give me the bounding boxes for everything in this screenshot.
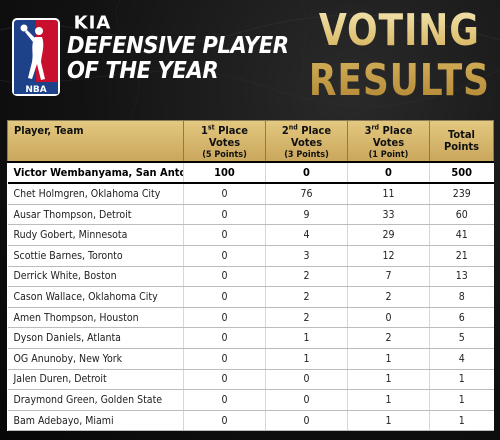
second-place-votes: 2 <box>265 307 348 329</box>
second-place-votes: 0 <box>265 160 348 185</box>
table-row: Draymond Green, Golden State 0 0 1 1 <box>7 389 494 411</box>
third-place-votes: 1 <box>347 348 430 370</box>
kia-logo: KIA <box>74 13 112 33</box>
voting-results-line2: RESULTS <box>308 55 490 106</box>
header-third-place: 3rd Place Votes (1 Point) <box>347 119 430 163</box>
total-points: 500 <box>429 160 494 185</box>
header-second-place: 2nd Place Votes (3 Points) <box>265 119 348 163</box>
player-team: Bam Adebayo, Miami <box>7 410 184 432</box>
third-place-votes: 0 <box>347 160 430 185</box>
second-place-votes: 2 <box>265 266 348 288</box>
third-place-votes: 12 <box>347 245 430 267</box>
second-place-votes: 1 <box>265 327 348 349</box>
player-team: Victor Wembanyama, San Antonio <box>7 160 184 185</box>
total-points: 41 <box>429 224 494 247</box>
results-table: Player, Team 1st Place Votes (5 Points) 2… <box>7 119 494 432</box>
voting-results-line1: VOTING <box>319 5 480 56</box>
first-place-votes: 0 <box>183 245 266 267</box>
table-row: Amen Thompson, Houston 0 2 0 6 <box>7 307 494 329</box>
table-row: Scottie Barnes, Toronto 0 3 12 21 <box>7 245 494 267</box>
total-points: 1 <box>429 389 494 411</box>
third-place-votes: 0 <box>347 307 430 329</box>
player-team: Rudy Gobert, Minnesota <box>7 224 184 247</box>
header-player-team: Player, Team <box>7 119 184 163</box>
total-points: 1 <box>429 369 494 391</box>
first-place-votes: 100 <box>183 160 266 185</box>
award-title-line2: OF THE YEAR <box>67 58 219 84</box>
third-place-votes: 33 <box>347 204 430 226</box>
table-row: OG Anunoby, New York 0 1 1 4 <box>7 348 494 370</box>
third-place-votes: 1 <box>347 410 430 432</box>
total-points: 239 <box>429 183 494 205</box>
total-points: 6 <box>429 307 494 329</box>
table-row: Cason Wallace, Oklahoma City 0 2 2 8 <box>7 286 494 308</box>
second-place-votes: 2 <box>265 286 348 308</box>
header-total-points: Total Points <box>429 119 494 163</box>
first-place-votes: 0 <box>183 204 266 226</box>
third-place-votes: 2 <box>347 286 430 308</box>
award-title: DEFENSIVE PLAYER OF THE YEAR <box>67 33 289 84</box>
first-place-votes: 0 <box>183 348 266 370</box>
third-place-votes: 1 <box>347 389 430 411</box>
table-row: Chet Holmgren, Oklahoma City 0 76 11 239 <box>7 183 494 205</box>
first-place-votes: 0 <box>183 327 266 349</box>
total-points: 1 <box>429 410 494 432</box>
player-team: Draymond Green, Golden State <box>7 389 184 411</box>
player-team: Derrick White, Boston <box>7 266 184 288</box>
total-points: 21 <box>429 245 494 267</box>
third-place-votes: 1 <box>347 369 430 391</box>
table-row: Ausar Thompson, Detroit 0 9 33 60 <box>7 204 494 226</box>
player-team: Dyson Daniels, Atlanta <box>7 327 184 349</box>
table-row: Derrick White, Boston 0 2 7 13 <box>7 266 494 288</box>
total-points: 60 <box>429 204 494 226</box>
player-team: Chet Holmgren, Oklahoma City <box>7 183 184 205</box>
third-place-votes: 7 <box>347 266 430 288</box>
first-place-votes: 0 <box>183 369 266 391</box>
table-row: Jalen Duren, Detroit 0 0 1 1 <box>7 369 494 391</box>
total-points: 13 <box>429 266 494 288</box>
player-team: Jalen Duren, Detroit <box>7 369 184 391</box>
first-place-votes: 0 <box>183 410 266 432</box>
table-row: Dyson Daniels, Atlanta 0 1 2 5 <box>7 327 494 349</box>
total-points: 8 <box>429 286 494 308</box>
player-team: Ausar Thompson, Detroit <box>7 204 184 226</box>
player-team: Cason Wallace, Oklahoma City <box>7 286 184 308</box>
first-place-votes: 0 <box>183 266 266 288</box>
header-first-place: 1st Place Votes (5 Points) <box>183 119 266 163</box>
voting-results-heading: VOTING RESULTS <box>309 6 490 106</box>
table-row: Rudy Gobert, Minnesota 0 4 29 41 <box>7 224 494 247</box>
first-place-votes: 0 <box>183 286 266 308</box>
second-place-votes: 0 <box>265 389 348 411</box>
nba-logo: NBA <box>12 18 60 96</box>
second-place-votes: 3 <box>265 245 348 267</box>
second-place-votes: 0 <box>265 410 348 432</box>
second-place-votes: 4 <box>265 224 348 247</box>
second-place-votes: 0 <box>265 369 348 391</box>
second-place-votes: 76 <box>265 183 348 205</box>
marble-background <box>0 0 500 118</box>
player-team: OG Anunoby, New York <box>7 348 184 370</box>
nba-logo-text: NBA <box>25 85 46 95</box>
kia-logo-text: KIA <box>74 13 112 33</box>
table-row: Bam Adebayo, Miami 0 0 1 1 <box>7 410 494 432</box>
second-place-votes: 9 <box>265 204 348 226</box>
second-place-votes: 1 <box>265 348 348 370</box>
third-place-votes: 11 <box>347 183 430 205</box>
total-points: 4 <box>429 348 494 370</box>
first-place-votes: 0 <box>183 307 266 329</box>
award-title-line1: DEFENSIVE PLAYER <box>67 33 289 59</box>
first-place-votes: 0 <box>183 183 266 205</box>
total-points: 5 <box>429 327 494 349</box>
player-team: Scottie Barnes, Toronto <box>7 245 184 267</box>
table-row: Victor Wembanyama, San Antonio10000500 <box>7 160 494 185</box>
third-place-votes: 29 <box>347 224 430 247</box>
player-team: Amen Thompson, Houston <box>7 307 184 329</box>
third-place-votes: 2 <box>347 327 430 349</box>
first-place-votes: 0 <box>183 224 266 247</box>
table-header-row: Player, Team 1st Place Votes (5 Points) 2… <box>7 119 494 163</box>
first-place-votes: 0 <box>183 389 266 411</box>
